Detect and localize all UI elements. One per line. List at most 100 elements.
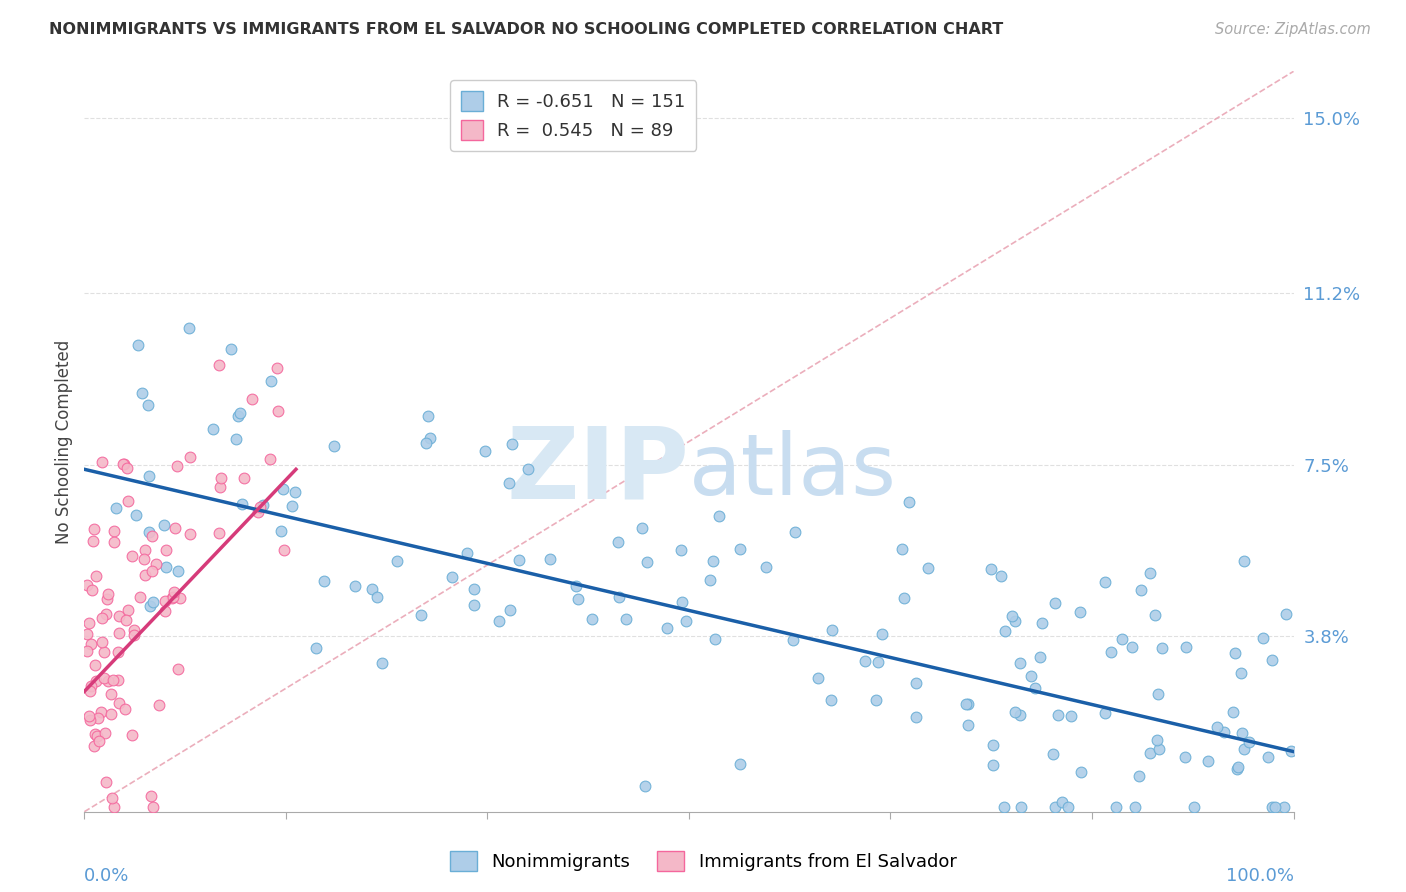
Point <box>905 676 928 690</box>
Point <box>96 607 118 621</box>
Point <box>90 706 112 720</box>
Point <box>163 584 186 599</box>
Point <box>614 612 637 626</box>
Point <box>755 560 778 574</box>
Point <box>1197 755 1219 769</box>
Point <box>240 392 263 406</box>
Point <box>904 709 927 723</box>
Point <box>231 497 253 511</box>
Point <box>90 611 112 625</box>
Point <box>657 621 679 635</box>
Point <box>249 500 271 514</box>
Point <box>225 432 247 446</box>
Point <box>1226 760 1249 774</box>
Point <box>1129 583 1152 598</box>
Point <box>1139 746 1161 760</box>
Point <box>84 568 107 582</box>
Point <box>117 493 139 508</box>
Point <box>704 632 727 646</box>
Point <box>669 543 692 558</box>
Point <box>162 590 184 604</box>
Point <box>1233 742 1256 756</box>
Point <box>128 590 150 604</box>
Point <box>501 437 523 451</box>
Point <box>538 552 561 566</box>
Point <box>980 561 1002 575</box>
Point <box>1261 653 1284 667</box>
Point <box>141 564 163 578</box>
Point <box>127 338 149 352</box>
Point <box>134 542 156 557</box>
Point <box>631 521 654 535</box>
Point <box>1174 750 1197 764</box>
Point <box>153 594 176 608</box>
Point <box>361 582 384 597</box>
Point <box>1147 742 1170 756</box>
Point <box>93 726 115 740</box>
Point <box>305 641 328 656</box>
Point <box>1001 608 1024 623</box>
Point <box>474 443 496 458</box>
Point <box>108 625 131 640</box>
Point <box>209 471 232 485</box>
Point <box>981 738 1004 752</box>
Point <box>77 615 100 630</box>
Point <box>415 436 437 450</box>
Point <box>607 591 630 605</box>
Point <box>1144 607 1167 622</box>
Point <box>1237 735 1260 749</box>
Point <box>1031 616 1053 631</box>
Point <box>499 603 522 617</box>
Point <box>114 702 136 716</box>
Point <box>122 628 145 642</box>
Point <box>1047 708 1070 723</box>
Point <box>1045 596 1067 610</box>
Point <box>101 673 124 688</box>
Point <box>80 583 103 598</box>
Point <box>956 697 979 711</box>
Point <box>1052 795 1074 809</box>
Point <box>208 526 231 541</box>
Point <box>956 717 979 731</box>
Point <box>917 561 939 575</box>
Point <box>344 579 367 593</box>
Point <box>463 599 485 613</box>
Point <box>1272 800 1295 814</box>
Point <box>702 554 724 568</box>
Point <box>868 656 890 670</box>
Point <box>101 790 124 805</box>
Point <box>1010 800 1032 814</box>
Point <box>1069 605 1091 619</box>
Point <box>103 800 125 814</box>
Point <box>96 591 118 606</box>
Point <box>994 624 1017 638</box>
Point <box>891 541 914 556</box>
Point <box>97 587 120 601</box>
Point <box>83 522 105 536</box>
Point <box>139 789 162 803</box>
Point <box>80 637 103 651</box>
Point <box>1139 566 1161 580</box>
Point <box>865 693 887 707</box>
Y-axis label: No Schooling Completed: No Schooling Completed <box>55 340 73 543</box>
Point <box>581 612 603 626</box>
Point <box>281 500 304 514</box>
Point <box>508 553 530 567</box>
Point <box>104 501 127 516</box>
Point <box>165 520 187 534</box>
Text: 100.0%: 100.0% <box>1226 867 1294 885</box>
Point <box>782 632 804 647</box>
Point <box>96 775 118 789</box>
Point <box>981 758 1004 772</box>
Point <box>636 555 658 569</box>
Point <box>498 476 520 491</box>
Point <box>1230 725 1253 739</box>
Point <box>1229 666 1251 681</box>
Point <box>108 608 131 623</box>
Point <box>79 684 101 698</box>
Text: atlas: atlas <box>689 430 897 513</box>
Point <box>1111 632 1133 646</box>
Point <box>208 358 231 372</box>
Point <box>121 549 143 563</box>
Point <box>419 431 441 445</box>
